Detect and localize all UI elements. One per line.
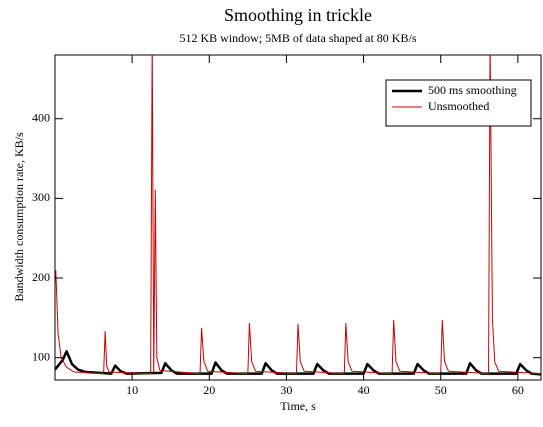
plot-lines [55,55,541,376]
chart-title: Smoothing in trickle [224,5,372,25]
y-tick-label: 400 [32,110,50,124]
series-line [55,350,541,376]
chart-subtitle: 512 KB window; 5MB of data shaped at 80 … [180,31,417,45]
y-tick-label: 300 [32,190,50,204]
legend-label: 500 ms smoothing [428,83,517,97]
series-line [55,55,541,375]
x-tick-label: 50 [435,383,447,397]
x-tick-label: 20 [203,383,215,397]
legend-label: Unsmoothed [428,99,489,113]
plot-frame [54,54,542,381]
x-tick-label: 40 [358,383,370,397]
y-tick-label: 100 [32,349,50,363]
y-tick-label: 200 [32,270,50,284]
x-axis-label: Time, s [280,399,316,413]
x-tick-label: 60 [512,383,524,397]
legend-box [385,79,532,127]
y-axis-label: Bandwidth consumption rate, KB/s [12,132,26,302]
x-tick-label: 30 [280,383,292,397]
x-tick-label: 10 [126,383,138,397]
